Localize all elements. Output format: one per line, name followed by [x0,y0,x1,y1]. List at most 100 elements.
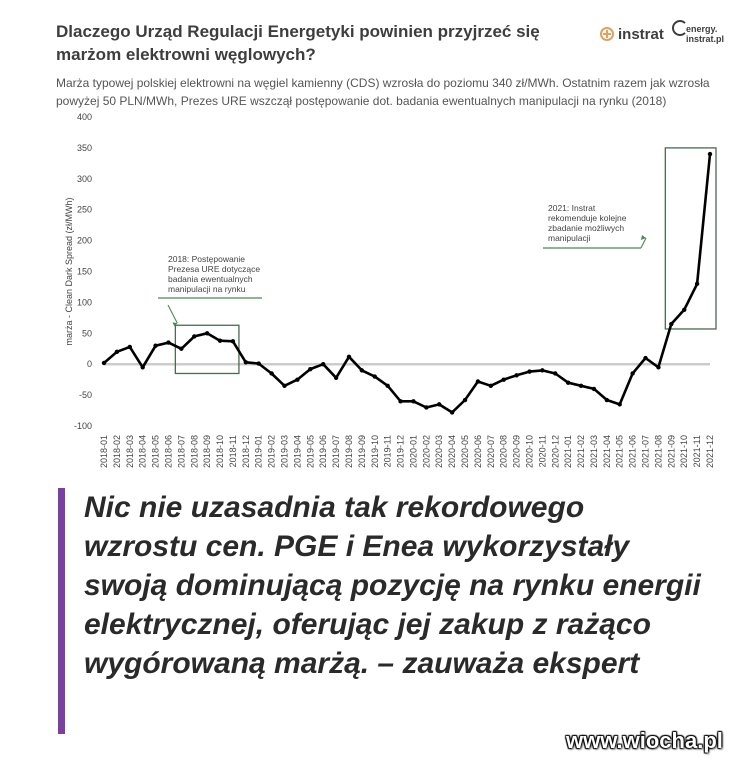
data-point [591,386,597,392]
annotation-text-line: 2021: Instrat [548,203,596,213]
x-tick-label: 2018-01 [99,435,109,468]
data-point [127,344,132,350]
x-tick-label: 2019-01 [254,435,264,468]
annotation-arrowhead [172,322,178,327]
x-tick-label: 2021-09 [666,435,676,468]
x-tick-label: 2019-04 [292,435,302,468]
data-point [372,374,377,379]
data-point [114,349,120,355]
data-point [604,397,610,403]
data-point [320,362,326,367]
x-tick-label: 2018-02 [112,435,122,468]
y-tick-label: 350 [77,143,92,153]
data-point [475,379,481,384]
data-point [140,365,145,370]
x-tick-label: 2018-04 [138,435,148,468]
energy-logo-icon [672,20,688,36]
annotation-box [664,147,717,330]
data-point [346,354,352,359]
data-point [217,338,223,343]
instrat-logo-text: instrat [618,25,664,43]
chart-subtitle: Marża typowej polskiej elektrowni na węg… [56,76,710,108]
x-tick-label: 2020-10 [524,435,534,468]
y-tick-label: -100 [74,421,92,431]
annotation-text-line: zbadanie możliwych [548,223,624,233]
x-tick-label: 2018-07 [176,435,186,468]
annotation-text-line: manipulacji [548,233,591,243]
x-tick-label: 2020-01 [408,435,418,468]
data-point [462,397,468,403]
annotation-text-line: 2018: Postępowanie [168,254,245,264]
data-point [437,402,442,407]
y-tick-label: 100 [77,297,92,307]
data-point [565,380,571,385]
y-axis-label: marża - Clean Dark Spread (zł/MWh) [64,197,74,345]
data-point [101,360,107,366]
x-tick-label: 2021-01 [563,435,573,468]
data-point [449,410,455,415]
x-tick-label: 2018-10 [215,435,225,468]
energy-logo-text-1: energy. [686,24,718,34]
energy-instrat-logo: energy. instrat.pl [672,20,728,46]
chart-title: Dlaczego Urząd Regulacji Energetyki powi… [56,22,540,64]
data-point [179,346,184,351]
y-tick-label: -50 [79,390,92,400]
data-point [269,371,274,376]
data-point [230,339,236,344]
x-tick-label: 2020-04 [447,435,457,468]
x-tick-label: 2020-05 [460,435,470,468]
x-tick-label: 2019-12 [396,435,406,468]
data-point [643,355,648,361]
energy-logo-text-2: instrat.pl [686,34,725,44]
series-layer [101,151,713,415]
data-point [411,399,416,404]
data-point [424,405,429,410]
x-tick-label: 2018-11 [228,435,238,467]
quote-accent-bar [58,488,65,734]
data-point [153,343,158,348]
x-tick-label: 2019-02 [267,435,277,468]
x-tick-label: 2019-11 [383,435,393,467]
data-point [204,331,210,336]
x-tick-label: 2020-02 [421,435,431,468]
data-point [656,365,661,370]
line-chart: -100 -50 0 50 100 150 200 250 300 350 400 marża - C… [64,112,717,468]
data-point [694,281,700,287]
x-tick-label: 2021-11 [692,435,702,467]
data-point [578,383,584,389]
annotation-arrow [640,237,647,249]
x-tick-label: 2019-10 [370,435,380,468]
data-point [282,383,287,389]
data-point [707,151,713,157]
data-point [630,371,635,376]
data-point [359,368,365,373]
x-tick-label: 2021-10 [679,435,689,468]
x-tick-label: 2021-06 [628,435,638,468]
x-tick-label: 2018-08 [189,435,199,468]
x-tick-label: 2020-12 [550,435,560,468]
data-point [669,321,674,327]
series-line [102,152,712,414]
data-point [682,307,687,313]
data-point [166,340,171,345]
data-point [527,369,532,374]
y-tick-label: 50 [82,328,92,338]
x-tick-label: 2020-07 [486,435,496,468]
watermark: www.wiocha.pl [566,728,723,753]
data-point [540,368,545,373]
data-point [308,366,313,372]
y-tick-label: 400 [77,112,92,122]
y-tick-label: 300 [77,174,92,184]
annotation-text-line: Prezesa URE dotyczące [168,264,260,274]
x-tick-label: 2019-09 [357,435,367,468]
axes-layer: -100 -50 0 50 100 150 200 250 300 350 400 marża - C… [64,112,715,468]
x-tick-label: 2020-03 [434,435,444,468]
data-point [398,399,403,404]
data-point [514,373,519,378]
y-tick-label: 200 [77,236,92,246]
annotation-text-line: rekomenduje kolejne [548,213,627,223]
x-tick-label: 2018-09 [202,435,212,468]
x-tick-label: 2021-12 [705,435,715,468]
data-point [617,402,622,407]
